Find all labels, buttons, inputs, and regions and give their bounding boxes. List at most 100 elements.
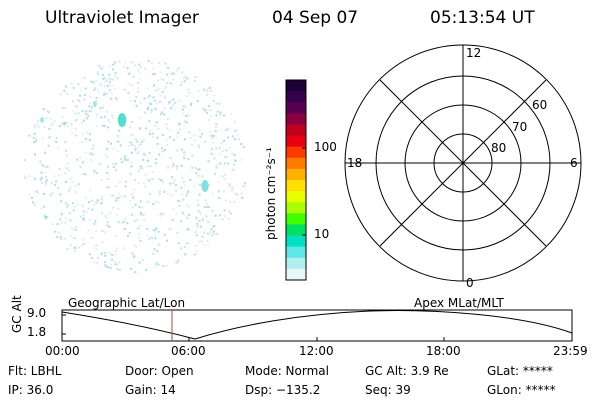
aurora-speckle bbox=[110, 258, 113, 261]
aurora-speckle bbox=[154, 162, 157, 165]
aurora-speckle bbox=[171, 176, 174, 179]
aurora-speckle bbox=[99, 163, 102, 166]
aurora-speckle bbox=[195, 216, 198, 219]
aurora-speckle bbox=[177, 242, 180, 244]
aurora-speckle bbox=[211, 137, 214, 140]
aurora-speckle bbox=[127, 145, 130, 148]
aurora-speckle bbox=[204, 199, 207, 202]
aurora-speckle bbox=[124, 88, 127, 91]
aurora-speckle bbox=[233, 154, 236, 157]
aurora-speckle bbox=[231, 152, 234, 155]
aurora-speckle bbox=[104, 153, 107, 156]
aurora-speckle bbox=[177, 131, 180, 134]
aurora-speckle bbox=[195, 244, 198, 247]
aurora-speckle bbox=[81, 204, 84, 207]
aurora-speckle bbox=[208, 87, 211, 89]
aurora-speckle bbox=[176, 261, 179, 264]
aurora-speckle bbox=[176, 231, 179, 234]
aurora-speckle bbox=[181, 211, 184, 214]
aurora-speckle bbox=[68, 169, 70, 172]
aurora-speckle bbox=[193, 253, 196, 256]
aurora-speckle bbox=[73, 228, 76, 231]
aurora-speckle bbox=[33, 125, 36, 128]
aurora-speckle bbox=[147, 179, 150, 182]
aurora-speckle bbox=[138, 261, 141, 264]
colorbar-band bbox=[286, 168, 306, 181]
aurora-speckle bbox=[57, 174, 60, 177]
aurora-speckle bbox=[80, 89, 83, 92]
aurora-speckle bbox=[231, 186, 234, 189]
aurora-speckle bbox=[187, 114, 190, 117]
aurora-speckle bbox=[106, 79, 109, 82]
aurora-speckle bbox=[130, 267, 133, 270]
aurora-speckle bbox=[115, 162, 117, 165]
aurora-speckle bbox=[206, 94, 208, 97]
aurora-speckle bbox=[180, 200, 183, 203]
aurora-speckle bbox=[34, 153, 36, 156]
aurora-speckle bbox=[206, 232, 209, 235]
colorbar-label-10: 10 bbox=[314, 227, 330, 241]
aurora-speckle bbox=[162, 212, 165, 215]
aurora-speckle bbox=[137, 146, 140, 149]
xtick-label-0000: 00:00 bbox=[45, 344, 80, 358]
aurora-speckle bbox=[181, 80, 183, 83]
aurora-speckle bbox=[87, 114, 90, 117]
aurora-speckle bbox=[161, 134, 164, 136]
aurora-speckle bbox=[147, 106, 150, 109]
aurora-speckle bbox=[170, 227, 173, 230]
aurora-speckle bbox=[180, 220, 183, 223]
aurora-speckle bbox=[141, 258, 144, 261]
aurora-speckle bbox=[95, 248, 98, 251]
aurora-speckle bbox=[116, 213, 119, 216]
aurora-speckle bbox=[116, 263, 119, 266]
colorbar-unit-label: photon cm⁻²s⁻¹ bbox=[264, 147, 278, 240]
aurora-speckle bbox=[91, 199, 94, 202]
aurora-speckle bbox=[175, 189, 177, 192]
aurora-speckle bbox=[92, 144, 95, 147]
aurora-speckle bbox=[232, 163, 235, 166]
aurora-speckle bbox=[33, 203, 36, 206]
aurora-speckle bbox=[44, 183, 47, 186]
colorbar-label-100: 100 bbox=[314, 140, 337, 154]
aurora-speckle bbox=[187, 88, 190, 91]
aurora-speckle bbox=[183, 80, 186, 83]
aurora-speckle bbox=[91, 208, 94, 211]
aurora-speckle bbox=[102, 73, 104, 76]
aurora-speckle bbox=[49, 117, 52, 120]
aurora-speckle bbox=[218, 102, 221, 105]
aurora-speckle bbox=[152, 67, 155, 70]
aurora-speckle bbox=[140, 140, 143, 143]
aurora-speckle bbox=[126, 234, 129, 237]
aurora-speckle bbox=[183, 154, 186, 157]
aurora-speckle bbox=[103, 115, 106, 118]
aurora-speckle bbox=[94, 87, 97, 90]
aurora-speckle bbox=[209, 90, 212, 92]
aurora-speckle bbox=[114, 249, 117, 252]
aurora-speckle bbox=[108, 73, 111, 76]
aurora-speckle bbox=[77, 183, 80, 186]
aurora-speckle bbox=[158, 190, 161, 193]
aurora-speckle bbox=[154, 229, 157, 232]
aurora-speckle bbox=[110, 97, 113, 100]
aurora-speckle bbox=[152, 228, 155, 231]
aurora-speckle bbox=[69, 219, 72, 222]
aurora-speckle bbox=[104, 265, 107, 267]
aurora-speckle bbox=[102, 66, 105, 69]
aurora-speckle bbox=[65, 122, 67, 124]
aurora-speckle bbox=[166, 127, 169, 130]
aurora-speckle bbox=[190, 103, 192, 106]
colorbar-band bbox=[286, 146, 306, 159]
aurora-speckle bbox=[206, 90, 209, 93]
aurora-speckle bbox=[157, 79, 160, 82]
aurora-speckle bbox=[45, 116, 48, 119]
aurora-speckle bbox=[95, 97, 98, 99]
aurora-speckle bbox=[171, 219, 174, 221]
ytick-label-top: 9.0 bbox=[27, 306, 47, 320]
aurora-speckle bbox=[212, 141, 215, 144]
aurora-speckle bbox=[227, 218, 230, 220]
aurora-speckle bbox=[127, 91, 130, 94]
aurora-speckle bbox=[75, 105, 78, 108]
aurora-speckle bbox=[88, 110, 91, 113]
aurora-speckle bbox=[100, 179, 103, 182]
